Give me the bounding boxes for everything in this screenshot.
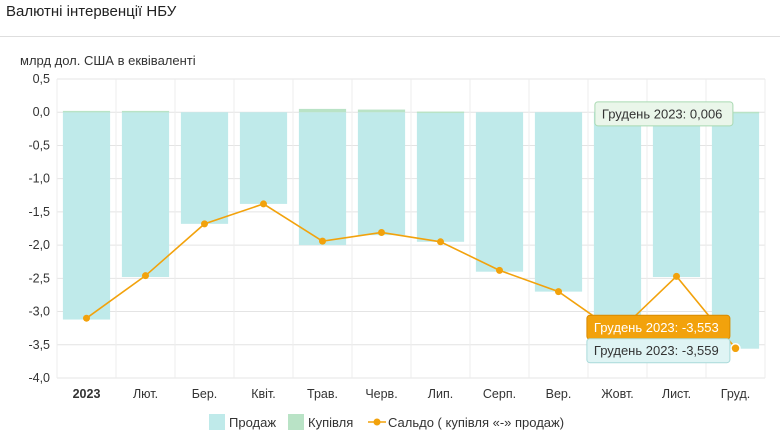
x-tick-label: 2023 [73,387,101,401]
y-tick-label: 0,0 [33,105,50,119]
legend-label[interactable]: Купівля [308,415,353,430]
balance-point[interactable] [555,288,562,296]
balance-point[interactable] [319,237,326,245]
bar-sales[interactable] [593,112,642,319]
balance-point[interactable] [496,266,503,274]
bar-purchase[interactable] [416,111,465,114]
x-tick-label: Бер. [192,387,218,401]
legend-label[interactable]: Сальдо ( купівля «-» продаж) [388,415,564,430]
bar-purchase[interactable] [711,111,760,114]
y-tick-label: -1,0 [28,172,50,186]
bar-sales[interactable] [534,112,583,292]
balance-point[interactable] [201,220,208,228]
y-tick-label: -2,5 [28,271,50,285]
legend-label[interactable]: Продаж [229,415,276,430]
x-tick-label: Трав. [307,387,338,401]
bar-purchase[interactable] [121,110,170,113]
bar-sales[interactable] [62,112,111,320]
bar-purchase[interactable] [357,109,406,113]
tooltip-text: Грудень 2023: -3,559 [594,343,719,358]
tooltip-text: Грудень 2023: -3,553 [594,320,719,335]
y-axis-label: млрд дол. США в еквіваленті [20,53,196,68]
balance-point[interactable] [673,272,680,280]
bar-sales[interactable] [652,112,701,278]
x-tick-label: Жовт. [601,387,634,401]
chart-title: Валютні інтервенції НБУ [6,3,177,20]
bar-purchase[interactable] [62,110,111,113]
bar-sales[interactable] [239,112,288,204]
bar-sales[interactable] [711,112,760,349]
balance-point[interactable] [83,314,90,322]
bar-sales[interactable] [416,112,465,242]
legend-swatch[interactable] [288,414,304,430]
header-divider [0,36,780,37]
tooltip-box [594,101,734,127]
x-tick-label: Лист. [662,387,691,401]
x-tick-label: Черв. [365,387,397,401]
bar-sales[interactable] [475,112,524,272]
balance-point[interactable] [730,343,741,354]
y-tick-label: -3,5 [28,338,50,352]
legend-swatch-point[interactable] [373,418,381,426]
y-tick-label: 0,5 [33,72,50,86]
bar-purchase[interactable] [298,108,347,113]
x-tick-label: Лют. [133,387,158,401]
bar-sales[interactable] [121,112,170,278]
bar-sales[interactable] [180,112,229,224]
y-tick-label: -2,0 [28,238,50,252]
y-tick-label: -1,5 [28,205,50,219]
bar-sales[interactable] [298,112,347,246]
x-tick-label: Лип. [428,387,453,401]
x-tick-label: Серп. [483,387,516,401]
x-tick-label: Вер. [546,387,572,401]
y-tick-label: -4,0 [28,371,50,385]
balance-point[interactable] [142,272,149,280]
x-tick-label: Груд. [721,387,750,401]
tooltip-text: Грудень 2023: 0,006 [602,106,723,121]
tooltip-box [586,338,731,364]
balance-point[interactable] [437,238,444,246]
y-tick-label: -0,5 [28,138,50,152]
bar-sales[interactable] [357,112,406,236]
balance-point[interactable] [260,200,267,208]
legend-swatch[interactable] [209,414,225,430]
x-tick-label: Квіт. [251,387,276,401]
y-tick-label: -3,0 [28,305,50,319]
balance-point[interactable] [378,228,385,236]
